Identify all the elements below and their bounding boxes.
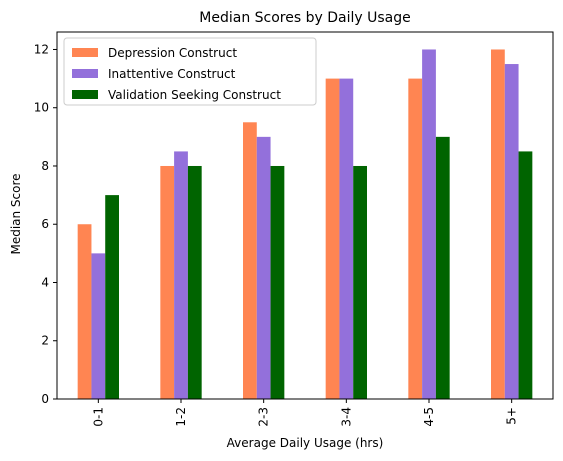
bar-1-4-5 <box>408 79 422 399</box>
x-axis-label: Average Daily Usage (hrs) <box>227 436 384 450</box>
legend-label-2: Inattentive Construct <box>108 67 236 81</box>
bar-3-3-4 <box>353 166 367 399</box>
y-tick-label: 12 <box>34 42 49 56</box>
y-tick-label: 0 <box>41 392 49 406</box>
bar-2-4-5 <box>422 49 436 399</box>
bar-2-1-2 <box>174 151 188 399</box>
bar-1-0-1 <box>78 224 92 399</box>
legend-swatch-3 <box>72 90 98 99</box>
legend-label-1: Depression Construct <box>108 46 237 60</box>
y-tick-label: 8 <box>41 159 49 173</box>
bar-3-0-1 <box>105 195 119 399</box>
x-tick-label: 5+ <box>505 407 519 425</box>
bar-2-5+ <box>505 64 519 399</box>
x-tick-label: 0-1 <box>91 407 105 427</box>
legend-label-3: Validation Seeking Construct <box>108 88 281 102</box>
bar-1-5+ <box>491 49 505 399</box>
bar-2-0-1 <box>91 253 105 399</box>
bar-3-2-3 <box>271 166 285 399</box>
x-tick-label: 4-5 <box>422 407 436 427</box>
y-tick-label: 6 <box>41 217 49 231</box>
bar-1-1-2 <box>160 166 174 399</box>
bar-1-2-3 <box>243 122 257 399</box>
bar-3-4-5 <box>436 137 450 399</box>
bar-3-1-2 <box>188 166 202 399</box>
y-tick-label: 2 <box>41 334 49 348</box>
legend-swatch-2 <box>72 69 98 78</box>
legend: Depression Construct Inattentive Construc… <box>64 38 316 105</box>
legend-swatch-1 <box>72 48 98 57</box>
y-axis-label: Median Score <box>9 173 23 254</box>
y-tick-label: 10 <box>34 101 49 115</box>
x-tick-label: 3-4 <box>339 407 353 427</box>
x-tick-label: 2-3 <box>257 407 271 427</box>
bar-1-3-4 <box>326 79 340 399</box>
y-axis: 0 2 4 6 8 10 12 <box>34 42 57 406</box>
x-axis: 0-1 1-2 2-3 3-4 4-5 5+ <box>91 399 518 427</box>
chart-title: Median Scores by Daily Usage <box>199 10 410 26</box>
bar-2-2-3 <box>257 137 271 399</box>
bar-3-5+ <box>519 151 533 399</box>
bar-2-3-4 <box>339 79 353 399</box>
x-tick-label: 1-2 <box>174 407 188 427</box>
y-tick-label: 4 <box>41 275 49 289</box>
